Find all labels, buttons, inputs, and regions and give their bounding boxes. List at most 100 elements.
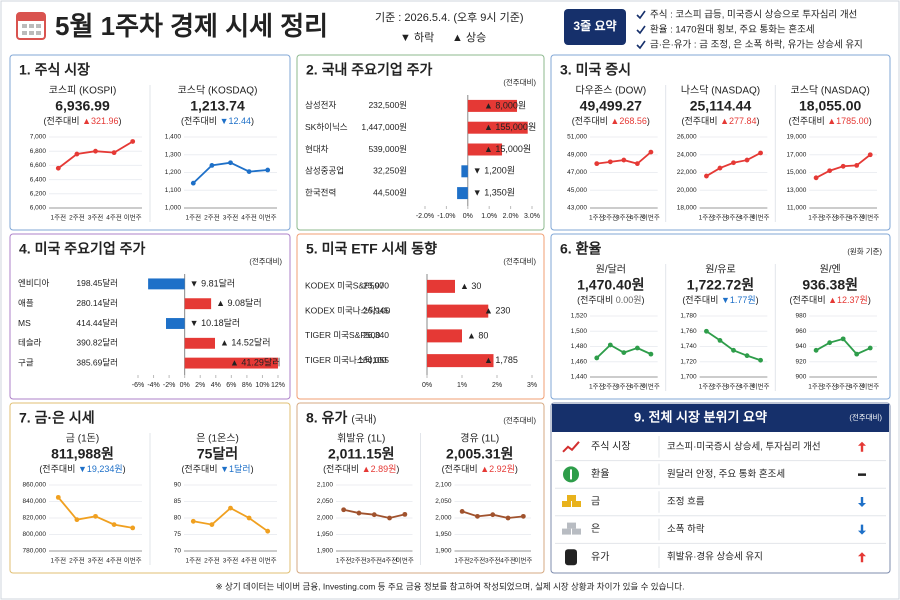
y-tick-label: 820,000 bbox=[23, 515, 47, 522]
point bbox=[607, 159, 613, 165]
row-price: 385.69달러 bbox=[76, 357, 118, 367]
point bbox=[827, 168, 833, 174]
calendar-icon bbox=[16, 12, 46, 40]
x-tick-label: 0% bbox=[180, 382, 190, 389]
x-tick-label: 4주전 bbox=[739, 213, 755, 222]
point bbox=[190, 180, 196, 186]
y-tick-label: 22,000 bbox=[677, 169, 697, 176]
row-icon bbox=[562, 495, 581, 507]
change: ▼1달러 bbox=[220, 463, 250, 474]
row-change: ▲ 1,785 bbox=[484, 355, 518, 365]
point bbox=[813, 175, 819, 181]
y-tick-label: 2,000 bbox=[317, 515, 334, 522]
row-price: 414.44달러 bbox=[76, 318, 118, 328]
panel-title: 1. 주식 시장 bbox=[19, 62, 90, 78]
item-price: 1,722.72원 bbox=[687, 277, 754, 293]
x-tick-label: 1.0% bbox=[481, 213, 497, 220]
row-name: 테슬라 bbox=[18, 338, 42, 348]
trend-flat bbox=[858, 473, 866, 476]
row-text: 코스피·미국증시 상승세, 투자심리 개선 bbox=[667, 441, 821, 452]
y-tick-label: 2,000 bbox=[435, 515, 452, 522]
item-name: 원/유로 bbox=[705, 264, 735, 276]
point bbox=[594, 355, 600, 361]
compare-close: ) bbox=[642, 295, 645, 305]
y-tick-label: 1,950 bbox=[435, 531, 452, 538]
panel-unit: (전주대비) bbox=[503, 256, 536, 266]
item-name: 다우존스 (DOW) bbox=[575, 85, 646, 97]
point bbox=[459, 509, 465, 514]
x-tick-label: 이번주 bbox=[124, 556, 142, 565]
x-tick-label: 3주전 bbox=[88, 556, 104, 565]
row-price: 1,447,000원 bbox=[361, 122, 407, 132]
y-tick-label: 920 bbox=[795, 358, 806, 365]
row-name: 삼성중공업 bbox=[305, 166, 344, 176]
compare-close: ) bbox=[123, 464, 126, 474]
x-tick-label: 1주전 bbox=[336, 556, 352, 565]
panel-title: 3. 미국 증시 bbox=[560, 62, 631, 78]
row-change: ▲ 8,000원 bbox=[484, 100, 526, 110]
bar bbox=[427, 279, 455, 293]
row-name: 삼성전자 bbox=[305, 100, 336, 110]
point bbox=[648, 351, 654, 357]
x-tick-label: 2주전 bbox=[470, 556, 486, 565]
point bbox=[265, 167, 271, 173]
point bbox=[475, 513, 480, 519]
y-tick-label: 1,000 bbox=[165, 205, 182, 212]
summary-badge: 3줄 요약 bbox=[573, 18, 616, 33]
x-tick-label: 1주전 bbox=[699, 382, 715, 391]
compare-close: ) bbox=[251, 464, 254, 474]
panel-title: 9. 전체 시장 분위기 요약 bbox=[634, 409, 767, 424]
y-tick-label: 51,000 bbox=[567, 134, 587, 141]
item-name: 금 (1돈) bbox=[66, 433, 99, 445]
panel-title: 6. 환율 bbox=[560, 241, 601, 257]
row-text: 소폭 하락 bbox=[667, 523, 705, 535]
panel bbox=[9, 233, 291, 400]
legend-down: ▼ 하락 bbox=[400, 30, 434, 44]
panel-unit: (전주대비) bbox=[503, 77, 536, 87]
row-change: ▼ 1,350원 bbox=[473, 187, 515, 197]
row-name: 구글 bbox=[18, 357, 34, 367]
y-tick-label: 2,050 bbox=[317, 498, 334, 505]
item-name: 코스닥 (NASDAQ) bbox=[791, 85, 870, 97]
x-tick-label: 12% bbox=[271, 382, 285, 389]
compare-open: (전주대비 bbox=[681, 116, 717, 126]
item-price: 49,499.27 bbox=[580, 98, 642, 114]
change: 0.00원 bbox=[616, 295, 642, 305]
y-tick-label: 11,000 bbox=[787, 205, 807, 212]
icon-bar bbox=[567, 522, 576, 529]
point bbox=[93, 513, 98, 519]
x-tick-label: 3주전 bbox=[223, 556, 239, 565]
y-tick-label: 1,500 bbox=[571, 328, 588, 335]
page-title: 5월 1주차 경제 시세 정리 bbox=[55, 11, 328, 41]
point bbox=[758, 357, 763, 363]
point bbox=[356, 510, 362, 516]
point bbox=[74, 151, 80, 157]
compare-open: (전주대비 bbox=[323, 464, 359, 474]
point bbox=[246, 515, 252, 521]
point bbox=[130, 525, 136, 531]
compare-open: (전주대비 bbox=[682, 295, 718, 305]
y-tick-label: 85 bbox=[174, 498, 182, 505]
point bbox=[371, 512, 377, 518]
row-icon bbox=[562, 441, 580, 453]
row-change: ▼ 1,200원 bbox=[473, 166, 515, 176]
x-tick-label: 3주전 bbox=[616, 213, 632, 222]
point bbox=[74, 517, 80, 523]
x-tick-label: 4주전 bbox=[382, 556, 398, 565]
x-tick-label: 4주전 bbox=[630, 382, 646, 391]
row-name: SK하이닉스 bbox=[305, 122, 348, 132]
icon-bar bbox=[572, 528, 581, 535]
point bbox=[130, 139, 136, 144]
panel-unit: (전주대비) bbox=[503, 415, 536, 425]
point bbox=[209, 163, 215, 168]
point bbox=[717, 165, 723, 171]
y-tick-label: 1,440 bbox=[571, 374, 588, 381]
x-tick-label: 3주전 bbox=[88, 213, 104, 222]
item-name: 원/달러 bbox=[596, 264, 626, 276]
row-label: 유가 bbox=[591, 551, 609, 563]
y-tick-label: 15,000 bbox=[786, 169, 806, 176]
x-tick-label: 1주전 bbox=[589, 213, 605, 222]
compare-open: (전주대비 bbox=[789, 295, 825, 305]
row-change: ▼ 9.81달러 bbox=[190, 277, 236, 288]
x-tick-label: 1주전 bbox=[186, 556, 202, 565]
